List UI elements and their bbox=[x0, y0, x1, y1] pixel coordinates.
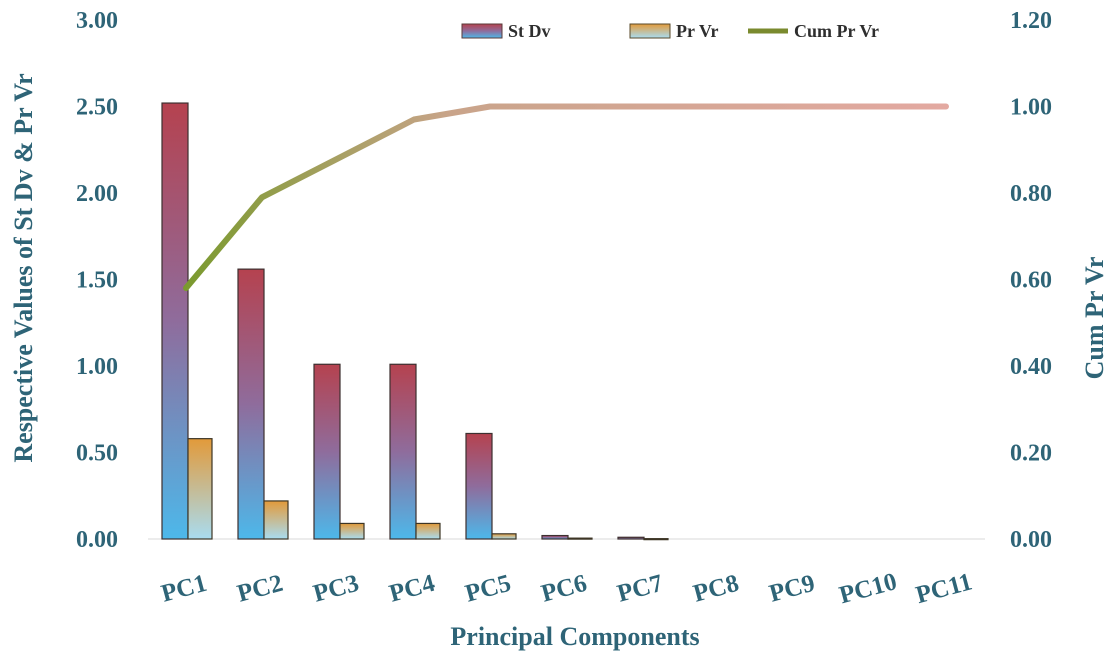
legend-swatch-st-dv bbox=[461, 23, 503, 39]
x-axis-title: Principal Components bbox=[450, 622, 699, 651]
y2-tick-label: 1.00 bbox=[1010, 95, 1052, 121]
bar-pr-vr bbox=[187, 438, 213, 540]
x-tick-label: PC6 bbox=[538, 570, 589, 608]
bar-pr-vr bbox=[415, 522, 441, 540]
y2-tick-label: 0.80 bbox=[1010, 181, 1052, 207]
legend: St Dv Pr Vr Cum Pr Vr bbox=[461, 21, 879, 41]
bar-pr-vr bbox=[643, 538, 669, 541]
x-tick-label: PC3 bbox=[310, 570, 361, 608]
x-tick-label: PC11 bbox=[913, 568, 975, 609]
bar-st-dv bbox=[389, 363, 417, 540]
y-tick-label: 1.00 bbox=[76, 354, 118, 380]
x-tick-label: PC9 bbox=[766, 570, 817, 608]
left-axis: 0.00 0.50 1.00 1.50 2.00 2.50 3.00 bbox=[76, 8, 118, 553]
y-axis-title: Respective Values of St Dv & Pr Vr bbox=[9, 73, 38, 462]
legend-label-cum-pr-vr: Cum Pr Vr bbox=[794, 21, 879, 41]
bar-pr-vr bbox=[339, 522, 365, 540]
y2-tick-label: 0.20 bbox=[1010, 441, 1052, 467]
bar-st-dv bbox=[617, 536, 645, 540]
bar-st-dv bbox=[237, 268, 265, 540]
bars-st-dv bbox=[161, 102, 645, 540]
x-ticks: PC1 PC2 PC3 PC4 PC5 PC6 PC7 PC8 PC9 PC10 PC11 bbox=[158, 568, 975, 609]
bar-pr-vr bbox=[567, 537, 593, 540]
bars-pr-vr bbox=[187, 438, 669, 541]
bar-st-dv bbox=[541, 534, 569, 540]
cum-line-group bbox=[183, 103, 949, 292]
legend-swatch-pr-vr bbox=[629, 23, 671, 39]
x-tick-label: PC2 bbox=[234, 570, 285, 608]
x-tick-label: PC4 bbox=[386, 570, 438, 608]
cum-pr-vr-line bbox=[183, 103, 949, 292]
x-tick-label: PC10 bbox=[836, 568, 899, 609]
right-axis: 0.00 0.20 0.40 0.60 0.80 1.00 1.20 bbox=[1010, 8, 1052, 553]
y-tick-label: 0.50 bbox=[76, 441, 118, 467]
y2-tick-label: 0.60 bbox=[1010, 268, 1052, 294]
y2-axis-title: Cum Pr Vr bbox=[1080, 257, 1109, 380]
bar-pr-vr bbox=[491, 533, 517, 540]
y-tick-label: 3.00 bbox=[76, 8, 118, 34]
bar-st-dv bbox=[465, 432, 493, 540]
y-tick-label: 2.00 bbox=[76, 181, 118, 207]
legend-label-st-dv: St Dv bbox=[508, 21, 551, 41]
x-tick-label: PC8 bbox=[690, 570, 741, 608]
y2-tick-label: 0.00 bbox=[1010, 527, 1052, 553]
bar-st-dv bbox=[313, 363, 341, 540]
x-tick-label: PC1 bbox=[158, 570, 209, 608]
y-tick-label: 0.00 bbox=[76, 527, 118, 553]
y2-tick-label: 1.20 bbox=[1010, 8, 1052, 34]
bar-st-dv bbox=[161, 102, 189, 540]
legend-label-pr-vr: Pr Vr bbox=[676, 21, 719, 41]
x-tick-label: PC7 bbox=[614, 570, 665, 608]
y2-tick-label: 0.40 bbox=[1010, 354, 1052, 380]
x-tick-label: PC5 bbox=[462, 570, 513, 608]
y-tick-label: 1.50 bbox=[76, 268, 118, 294]
y-tick-label: 2.50 bbox=[76, 95, 118, 121]
bar-pr-vr bbox=[263, 500, 289, 540]
